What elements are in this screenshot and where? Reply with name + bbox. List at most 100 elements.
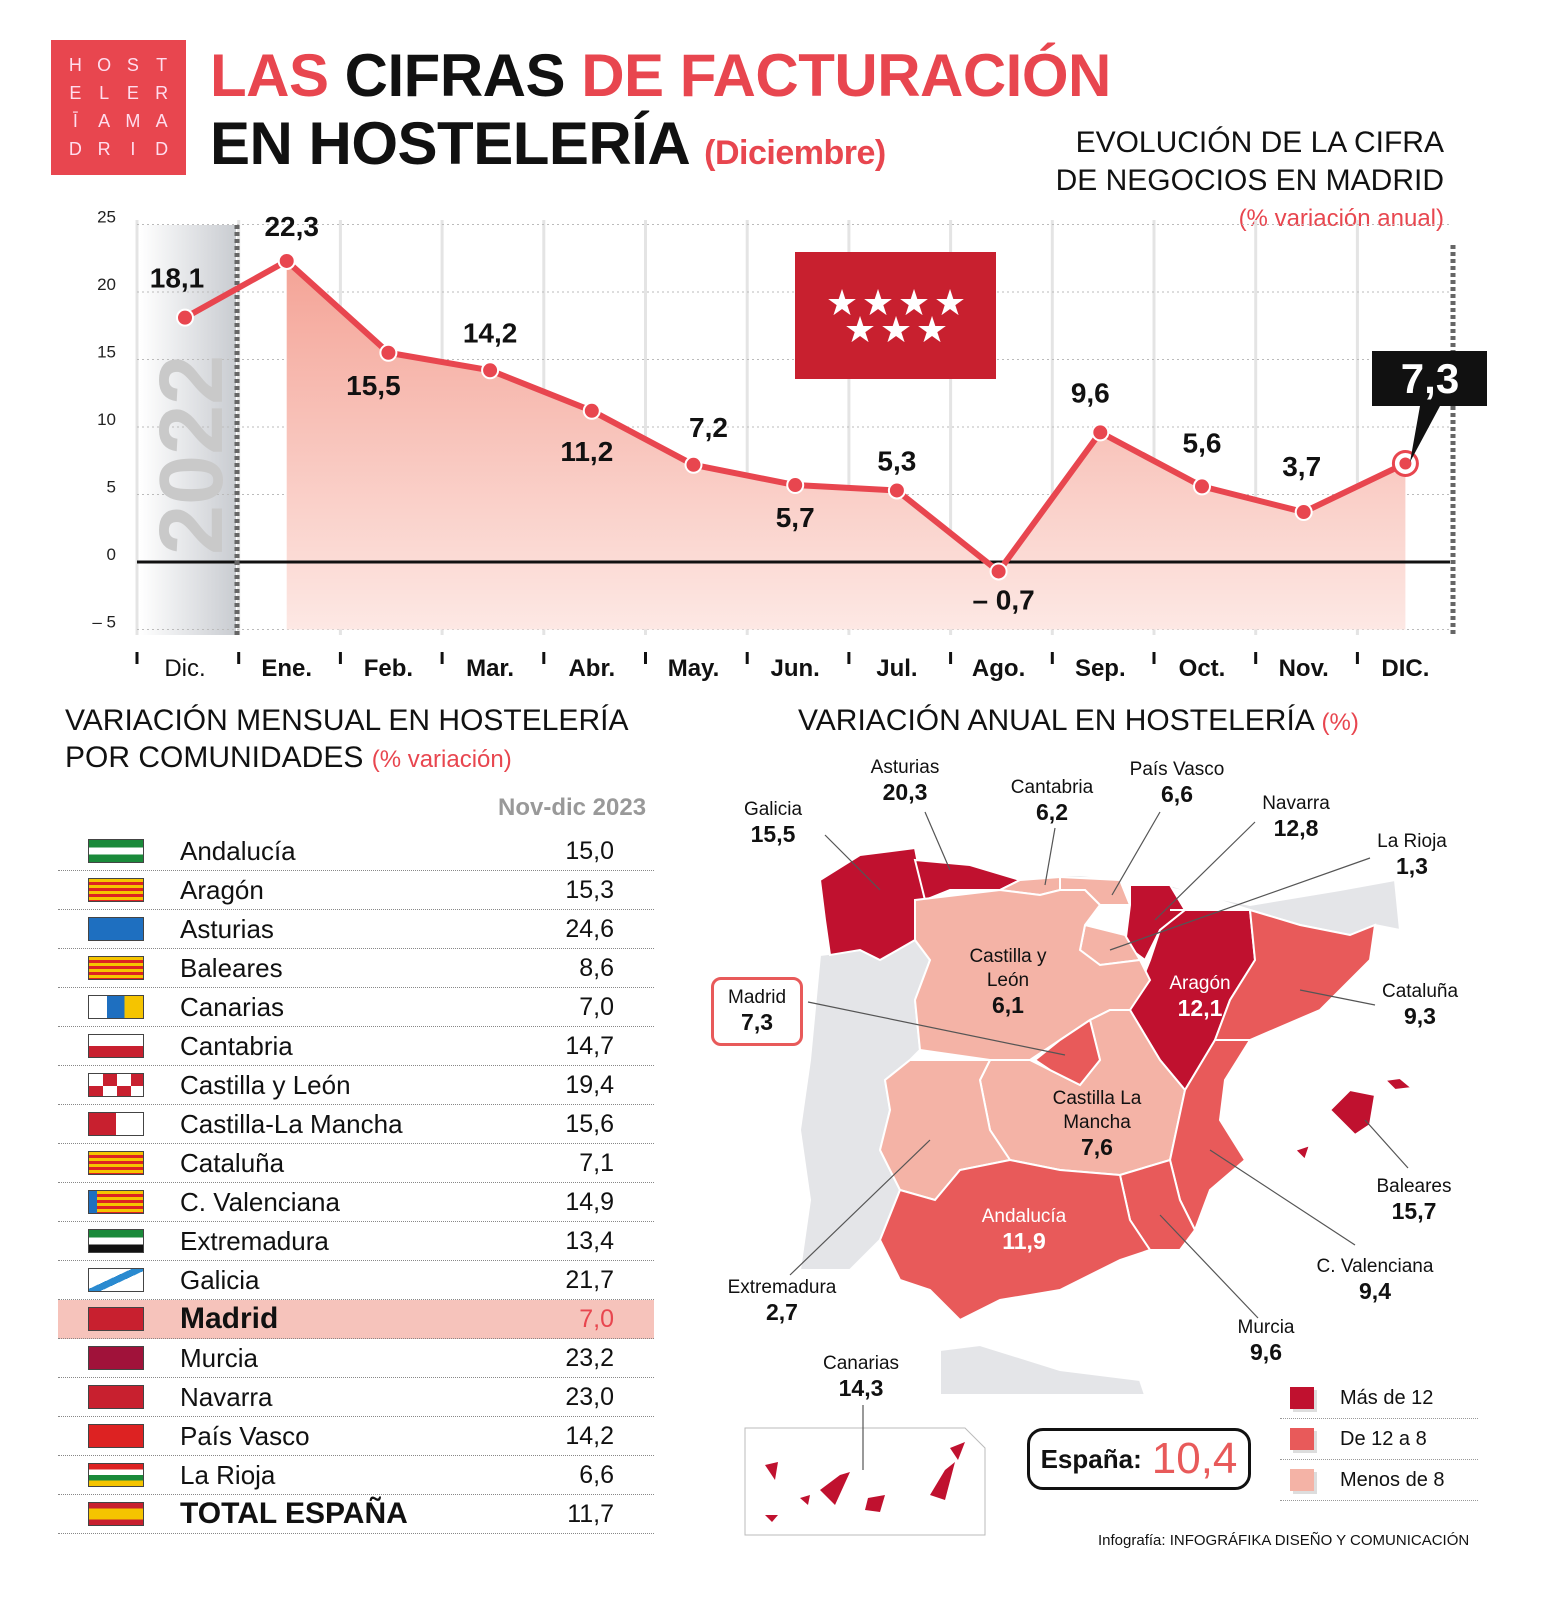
map-label: Galicia 15,5 <box>744 798 802 849</box>
map-label: Baleares 15,7 <box>1377 1175 1452 1226</box>
table-row: C. Valenciana 14,9 <box>58 1183 654 1222</box>
map-region-baleares-ibiza <box>1293 1143 1312 1162</box>
map-label: Murcia 9,6 <box>1237 1316 1294 1367</box>
x-tick-label: Ene. <box>261 655 312 682</box>
leader-line <box>1109 857 1371 951</box>
region-name: Navarra <box>180 1381 273 1412</box>
x-tick-label: Abr. <box>568 655 615 682</box>
table-row: Galicia 21,7 <box>58 1261 654 1300</box>
data-label: 5,3 <box>877 445 916 476</box>
region-value: 8,6 <box>579 953 614 982</box>
region-value: 15,6 <box>565 1109 614 1138</box>
map-label-name: Castilla y León <box>969 946 1047 991</box>
map-label-value: 20,3 <box>882 779 928 805</box>
map-label-name: Navarra <box>1262 793 1330 814</box>
y-tick-label: 20 <box>97 275 116 294</box>
map-region-canarias-island <box>930 1462 955 1500</box>
map-region-madrid <box>1033 1018 1102 1087</box>
map-label-value: 14,3 <box>838 1375 884 1401</box>
data-point <box>582 401 601 420</box>
madrid-flag <box>795 252 996 379</box>
region-name: Baleares <box>180 952 283 983</box>
region-value: 13,4 <box>565 1226 614 1255</box>
y-tick-label: 15 <box>97 343 116 362</box>
star-icon: ★ <box>844 309 876 350</box>
logo-letter: L <box>99 83 110 104</box>
region-value: 21,7 <box>565 1265 614 1294</box>
region-name: Cantabria <box>180 1030 293 1061</box>
legend-item: De 12 a 8 <box>1280 1419 1478 1460</box>
table-row: País Vasco 14,2 <box>58 1417 654 1456</box>
x-tick-label: DIC. <box>1381 655 1429 682</box>
map-label-name: Canarias <box>822 1353 900 1374</box>
logo-letter: A <box>155 110 168 131</box>
monthly-title-note: (% variación) <box>371 746 512 773</box>
map-region-canarias-island <box>765 1462 778 1480</box>
map-label-value: 12,1 <box>1177 995 1223 1021</box>
map-label-name: C. Valenciana <box>1316 1256 1434 1277</box>
map-label: Aragón 12,1 <box>1169 972 1230 1023</box>
logo-letter: I <box>130 138 136 159</box>
data-point <box>1193 477 1211 496</box>
leader-line <box>1154 821 1256 921</box>
data-point <box>277 251 296 270</box>
credit: Infografía: INFOGRÁFIKA DISEÑO Y COMUNIC… <box>1098 1532 1470 1549</box>
region-flag-icon <box>88 1073 144 1097</box>
x-tick-label: May. <box>668 655 720 682</box>
region-name: País Vasco <box>180 1420 310 1451</box>
data-label: 7,2 <box>689 412 728 443</box>
table-row: Canarias 7,0 <box>58 988 654 1027</box>
map-label: La Rioja 1,3 <box>1377 830 1447 881</box>
data-point <box>887 481 906 500</box>
data-point <box>1399 457 1412 470</box>
data-label: 22,3 <box>264 211 319 242</box>
logo-letter: S <box>126 55 139 76</box>
table-row: Madrid 7,0 <box>58 1300 654 1339</box>
leader-line <box>1159 1214 1259 1319</box>
region-flag-icon <box>88 917 144 941</box>
data-label: 18,1 <box>150 263 205 294</box>
leader-line <box>1299 989 1376 1006</box>
map-label: Navarra 12,8 <box>1262 792 1330 843</box>
logo-letter: R <box>155 83 169 104</box>
x-tick-label: Nov. <box>1279 655 1329 682</box>
logo-letter: O <box>97 55 112 76</box>
region-value: 7,0 <box>579 1304 614 1333</box>
table-row: Baleares 8,6 <box>58 949 654 988</box>
map-region-canarias-island <box>950 1442 965 1460</box>
map-label-name: Extremadura <box>727 1277 837 1298</box>
legend-item: Menos de 8 <box>1280 1460 1478 1501</box>
map-label-value: 6,6 <box>1161 781 1193 807</box>
leader-line <box>1111 811 1161 896</box>
map-label-value: 15,7 <box>1391 1198 1437 1224</box>
data-label: 5,6 <box>1183 427 1222 458</box>
region-name: Galicia <box>180 1264 260 1295</box>
map-label-name: La Rioja <box>1377 831 1447 852</box>
y-tick-label: 25 <box>97 208 116 227</box>
region-name: C. Valenciana <box>180 1186 340 1217</box>
column-header: Nov-dic 2023 <box>498 794 647 821</box>
map-region-c-valenciana <box>1168 1039 1252 1233</box>
map-label-name: Cataluña <box>1381 981 1459 1002</box>
y-tick-label: 5 <box>107 478 116 497</box>
data-point <box>989 562 1008 581</box>
map-region-canarias-island <box>865 1495 885 1512</box>
map-label-name: Asturias <box>870 757 940 778</box>
data-label: 15,5 <box>346 370 401 401</box>
region-value: 15,3 <box>565 875 614 904</box>
map-label: Cataluña 9,3 <box>1382 980 1458 1031</box>
map-label-value: 9,4 <box>1359 1278 1391 1304</box>
map-region-andalucia <box>878 1158 1152 1322</box>
star-icon: ★ <box>898 282 930 323</box>
region-name: Canarias <box>180 991 285 1022</box>
table-row: Cataluña 7,1 <box>58 1144 654 1183</box>
map-label-name: Cantabria <box>1010 777 1094 798</box>
legend-swatch <box>1290 1387 1314 1409</box>
logo-letter: D <box>68 138 82 159</box>
data-label: 9,6 <box>1071 377 1110 408</box>
data-point <box>379 343 398 362</box>
map-region-galicia <box>818 846 927 962</box>
region-flag-icon <box>88 1346 144 1370</box>
